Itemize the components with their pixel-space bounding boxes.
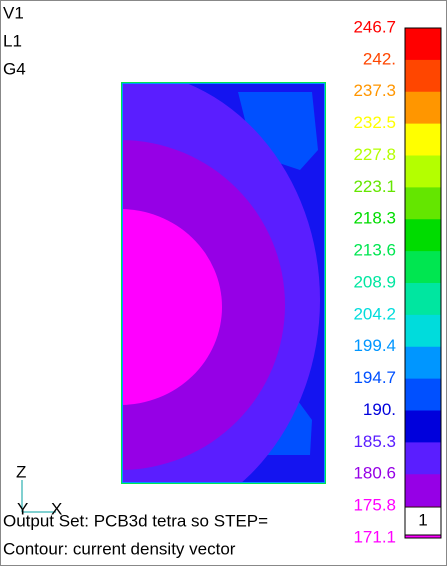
legend-label: 208.9 — [353, 272, 396, 291]
view-label: V1 — [3, 3, 24, 22]
legend-cell — [405, 346, 441, 380]
legend-label: 223.1 — [353, 177, 396, 196]
legend-label: 227.8 — [353, 145, 396, 164]
legend-label: 199.4 — [353, 336, 396, 355]
legend-label: 194.7 — [353, 368, 396, 387]
step-value: 1 — [418, 510, 427, 529]
legend-cell — [405, 378, 441, 411]
legend-label: 218.3 — [353, 209, 396, 228]
legend-cell — [405, 474, 441, 507]
view-label: L1 — [3, 31, 22, 50]
legend-cell — [405, 123, 441, 156]
legend-label: 185.3 — [353, 432, 396, 451]
legend-label: 213.6 — [353, 241, 396, 260]
legend-label: 204.2 — [353, 304, 396, 323]
legend-label: 171.1 — [353, 527, 396, 546]
legend-cell — [405, 91, 441, 125]
region-light-blue — [238, 92, 318, 170]
legend-label: 246.7 — [353, 17, 396, 36]
legend-label: 190. — [363, 400, 396, 419]
contour-plot — [121, 82, 326, 484]
legend-cell — [405, 187, 441, 220]
legend-label: 232.5 — [353, 113, 396, 132]
step-box — [404, 506, 442, 536]
legend-cell — [405, 283, 441, 316]
legend-cell — [405, 314, 441, 348]
legend-cell — [405, 28, 441, 61]
region-magenta — [123, 209, 222, 405]
legend-label: 237.3 — [353, 81, 396, 100]
legend-cell — [405, 155, 441, 188]
triad: Z Y X — [16, 462, 62, 518]
triad-x: X — [51, 499, 62, 518]
contour-label: Contour: current density vector — [3, 539, 236, 558]
legend-cell — [405, 251, 441, 284]
legend-cell — [405, 442, 441, 475]
legend-cell — [405, 410, 441, 443]
view-labels: V1 L1 G4 — [3, 3, 26, 78]
legend-outline — [404, 27, 442, 539]
legend-label: 180.6 — [353, 464, 396, 483]
legend-label: 242. — [363, 49, 396, 68]
output-set: Output Set: PCB3d tetra so STEP= — [3, 511, 268, 530]
legend-cell — [405, 59, 441, 93]
legend-label: 175.8 — [353, 496, 396, 515]
view-label: G4 — [3, 59, 26, 78]
legend-cell — [405, 219, 441, 252]
legend: 246.7 242. 237.3 232.5 227.8 223.1 218.3 213.6 2… — [353, 17, 442, 546]
triad-z: Z — [16, 462, 26, 481]
triad-y: Y — [17, 499, 28, 518]
